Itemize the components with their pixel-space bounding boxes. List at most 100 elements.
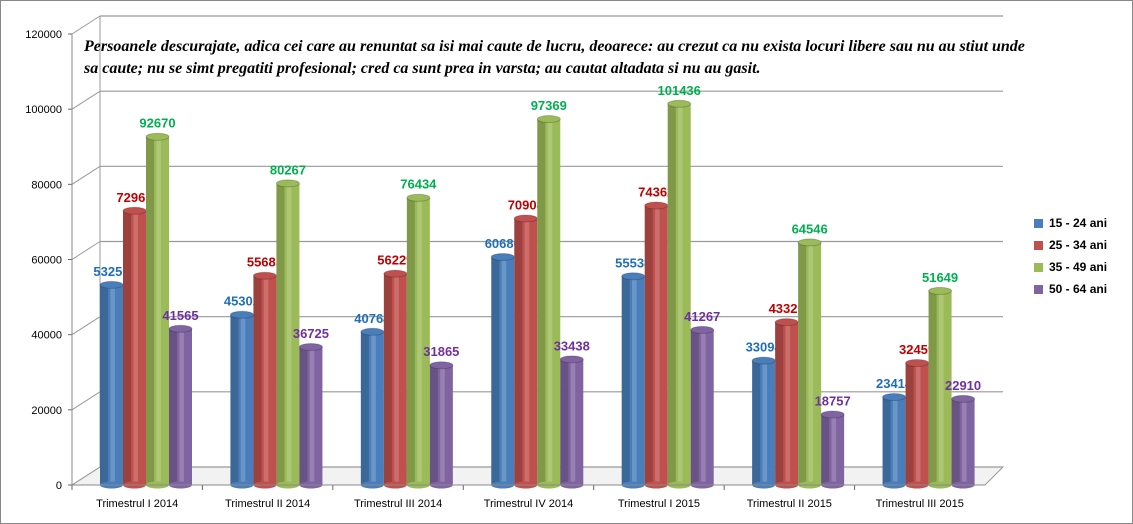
bar-highlight	[808, 242, 814, 485]
bar-cap	[928, 286, 953, 295]
chart-title: Persoanele descurajate, adica cei care a…	[84, 38, 1025, 77]
bar-highlight	[156, 136, 161, 485]
bar	[360, 331, 384, 485]
bar-cap	[690, 325, 715, 334]
data-label: 55685	[247, 255, 283, 270]
gridline-depth	[71, 316, 101, 336]
bar	[951, 398, 975, 485]
bar-highlight	[440, 365, 445, 485]
data-label: 33094	[746, 340, 783, 355]
bar	[905, 363, 929, 485]
bar-highlight	[179, 328, 184, 485]
bar-cap	[122, 206, 147, 215]
bar-shade	[690, 329, 699, 485]
bar-highlight	[570, 359, 576, 485]
legend-swatch	[1034, 262, 1043, 272]
bar-highlight	[632, 276, 637, 485]
bar-cap	[882, 393, 907, 402]
bar-shade	[928, 290, 937, 485]
bar	[230, 314, 254, 485]
data-label: 70908	[508, 198, 544, 213]
gridline-depth	[71, 466, 101, 486]
bar-cap	[429, 361, 454, 370]
data-label: 41565	[162, 308, 198, 323]
bar-cap	[951, 394, 976, 403]
bar-shade	[667, 103, 676, 485]
legend-label: 25 - 34 ani	[1049, 238, 1108, 252]
legend-label: 15 - 24 ani	[1049, 216, 1108, 230]
gridline-depth	[71, 391, 101, 411]
bar	[491, 256, 515, 485]
bar-cap	[751, 356, 776, 365]
bar	[752, 360, 776, 485]
bar-cap	[490, 252, 515, 261]
y-tick-label: 0	[56, 480, 62, 492]
bar-shade	[383, 273, 392, 485]
bar-cap	[644, 201, 669, 210]
y-tick-label: 80000	[31, 179, 62, 191]
data-label: 36725	[293, 326, 329, 341]
bar	[406, 197, 430, 486]
bar-shade	[821, 414, 830, 485]
bar-shade	[230, 314, 239, 485]
bar	[537, 119, 561, 485]
bar-shade	[406, 197, 415, 486]
bar-highlight	[701, 329, 706, 485]
bar-cap	[168, 324, 193, 333]
gridline-depth	[71, 241, 101, 260]
legend: 15 - 24 ani 25 - 34 ani 35 - 49 ani 50 - 64…	[1034, 212, 1107, 300]
bar	[429, 365, 453, 485]
bar	[621, 276, 645, 485]
bar-shade	[752, 360, 761, 485]
bar-cap	[559, 355, 584, 364]
x-tick-label: Trimestrul II 2014	[225, 498, 310, 510]
bar-cap	[820, 410, 845, 419]
data-label: 74362	[638, 185, 674, 200]
bar-highlight	[915, 363, 921, 485]
bar-shade	[429, 365, 438, 485]
bar-highlight	[831, 414, 837, 485]
bar	[299, 346, 323, 485]
data-label: 80267	[270, 162, 306, 177]
bar-cap	[667, 99, 692, 108]
data-label: 55538	[615, 255, 651, 270]
bar-cap	[536, 115, 561, 124]
x-tick-label: Trimestrul III 2015	[876, 498, 964, 510]
bar-cap	[360, 327, 385, 336]
x-tick-label: Trimestrul I 2015	[618, 498, 700, 510]
y-tick-label: 120000	[25, 29, 62, 41]
data-label: 72967	[116, 190, 152, 205]
bar	[169, 328, 192, 485]
bar-cap	[621, 272, 646, 281]
y-tick-label: 40000	[31, 330, 62, 342]
data-label: 43325	[769, 301, 805, 316]
bar-cap	[406, 193, 431, 202]
data-label: 92670	[139, 116, 175, 131]
bar-highlight	[286, 183, 292, 485]
bar	[798, 242, 822, 485]
bar-shade	[644, 205, 653, 485]
data-label: 18757	[815, 394, 851, 409]
bar	[667, 103, 691, 485]
bar-highlight	[892, 397, 898, 485]
bar	[100, 284, 123, 485]
data-label: 22910	[945, 378, 981, 393]
bar	[928, 290, 952, 485]
bar-shade	[514, 218, 523, 486]
bar-highlight	[938, 290, 944, 485]
x-tick-label: Trimestrul II 2015	[747, 498, 832, 510]
legend-item: 25 - 34 ani	[1034, 234, 1107, 256]
x-tick-label: Trimestrul IV 2014	[484, 498, 573, 510]
bar-cap	[513, 214, 538, 223]
bar-cap	[774, 318, 799, 327]
bar-highlight	[678, 103, 683, 485]
legend-swatch	[1034, 284, 1043, 294]
data-label: 45302	[224, 294, 260, 309]
bar-highlight	[961, 398, 967, 485]
bar	[383, 273, 407, 485]
legend-item: 15 - 24 ani	[1034, 212, 1107, 234]
bar	[253, 275, 277, 485]
bar-highlight	[263, 275, 269, 485]
bar	[690, 329, 714, 485]
bar-shade	[276, 183, 285, 485]
